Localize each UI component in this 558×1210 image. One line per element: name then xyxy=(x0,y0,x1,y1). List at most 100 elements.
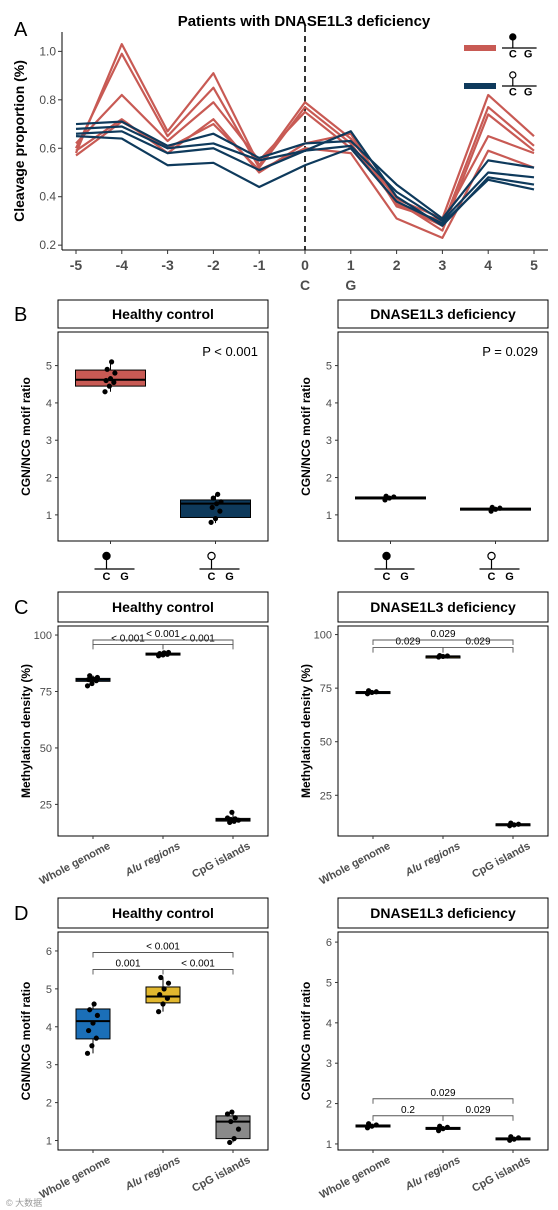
significance-bracket xyxy=(92,639,234,645)
strip-title: DNASE1L3 deficiency xyxy=(370,306,516,322)
significance-label: < 0.001 xyxy=(146,941,180,952)
data-point xyxy=(106,383,112,389)
strip-title: DNASE1L3 deficiency xyxy=(370,905,516,921)
series-line-methylated xyxy=(75,52,535,227)
significance-bracket xyxy=(372,647,444,653)
motif-letter: G xyxy=(524,86,533,98)
data-point xyxy=(437,1123,443,1129)
data-point xyxy=(158,974,164,981)
y-tick-label: 1 xyxy=(326,510,332,522)
data-point xyxy=(107,376,114,382)
motif-letter: C xyxy=(383,571,391,583)
data-point xyxy=(383,493,389,499)
motif-letter: C xyxy=(488,571,496,583)
data-point xyxy=(109,359,115,365)
significance-label: < 0.001 xyxy=(181,633,215,644)
significance-bracket xyxy=(372,1115,444,1121)
data-point xyxy=(444,653,450,659)
data-point xyxy=(437,652,443,659)
x-tick-label: 1 xyxy=(347,257,355,273)
x-tick-sublabel: C xyxy=(300,277,310,293)
data-point xyxy=(103,377,109,384)
y-axis-label: CGN/NCG motif ratio xyxy=(19,377,33,496)
methylated-cpg-icon xyxy=(382,551,391,561)
x-category-label: Alu regions xyxy=(402,1154,462,1193)
data-point xyxy=(93,1035,99,1041)
panel-letter-c: C xyxy=(14,597,28,619)
y-tick-label: 0.2 xyxy=(39,238,56,252)
y-tick-label: 4 xyxy=(326,398,332,410)
y-tick-label: 0.6 xyxy=(39,141,56,155)
series-line-methylated xyxy=(74,43,535,220)
panel-frame xyxy=(57,331,269,542)
x-tick-label: -2 xyxy=(207,257,220,273)
unmethylated-cpg-icon xyxy=(509,71,517,79)
panel-b-right-box-chart: DNASE1L3 deficiency CGN/NCG motif ratio 1 2… xyxy=(299,299,549,583)
data-point xyxy=(90,676,96,682)
y-tick-label: 4 xyxy=(46,1022,52,1034)
x-tick-label: 0 xyxy=(301,257,309,273)
motif-letter: C xyxy=(509,86,517,98)
data-point xyxy=(161,650,167,656)
data-point xyxy=(91,1001,97,1007)
significance-bracket xyxy=(92,952,234,958)
x-category-label: Whole genome xyxy=(38,840,113,887)
data-point xyxy=(366,688,372,694)
data-point xyxy=(232,816,238,822)
significance-label: 0.029 xyxy=(465,637,490,648)
significance-bracket xyxy=(92,969,164,975)
panel-b-left-box-chart: Healthy control CGN/NCG motif ratio 1 2 3 4 5 P… xyxy=(19,299,269,583)
x-category-label: Whole genome xyxy=(318,840,393,887)
data-point xyxy=(489,504,495,511)
significance-bracket xyxy=(92,643,164,650)
x-tick-label: 4 xyxy=(484,257,492,273)
data-point xyxy=(218,499,224,505)
x-tick-label: -1 xyxy=(253,257,266,273)
y-tick-label: 4 xyxy=(46,398,52,410)
strip-box xyxy=(57,299,269,329)
y-tick-label: 0.8 xyxy=(39,93,56,107)
data-point xyxy=(157,991,163,998)
motif-letter: G xyxy=(505,571,514,583)
significance-label: < 0.001 xyxy=(111,633,145,644)
significance-label: 0.001 xyxy=(115,958,140,969)
data-point xyxy=(366,1121,372,1127)
y-tick-label: 3 xyxy=(46,1060,52,1072)
data-point xyxy=(84,683,91,689)
panel-d-right-box-chart: DNASE1L3 deficiency CGN/NCG motif ratio 1 2… xyxy=(299,897,549,1201)
y-tick-label: 3 xyxy=(326,435,332,447)
motif-letter: G xyxy=(120,571,129,583)
significance-label: 0.029 xyxy=(465,1105,490,1116)
data-point xyxy=(89,680,95,687)
x-tick-sublabel: G xyxy=(345,277,356,293)
significance-bracket xyxy=(372,1098,514,1104)
data-point xyxy=(87,1007,93,1013)
data-point xyxy=(364,1125,371,1131)
y-axis-label: CGN/NCG motif ratio xyxy=(299,982,313,1101)
data-point xyxy=(112,370,118,376)
data-point xyxy=(229,809,235,815)
y-tick-label: 75 xyxy=(40,686,52,698)
data-point xyxy=(373,1122,379,1128)
significance-label: 0.029 xyxy=(395,637,420,648)
data-point xyxy=(86,1027,92,1034)
x-category-label: CpG islands xyxy=(190,1154,252,1195)
y-tick-label: 2 xyxy=(46,1098,52,1110)
data-point xyxy=(104,366,110,372)
data-point xyxy=(87,673,93,679)
strip-title: Healthy control xyxy=(112,905,214,921)
y-tick-label: 1 xyxy=(326,1139,332,1151)
panel-d-left-box-chart: Healthy control CGN/NCG motif ratio 1 2 3 4 5 6… xyxy=(19,897,269,1201)
data-point xyxy=(515,821,522,827)
data-point xyxy=(89,1043,95,1049)
series-line-unmethylated xyxy=(75,120,535,220)
y-tick-label: 1 xyxy=(46,510,52,522)
x-category-label: CpG islands xyxy=(190,840,252,881)
x-category-label: Alu regions xyxy=(122,840,182,879)
y-tick-label: 1 xyxy=(46,1136,52,1148)
data-point xyxy=(228,1118,234,1125)
strip-box xyxy=(57,897,269,929)
data-point xyxy=(94,674,100,681)
panel-letter-b: B xyxy=(14,304,27,326)
